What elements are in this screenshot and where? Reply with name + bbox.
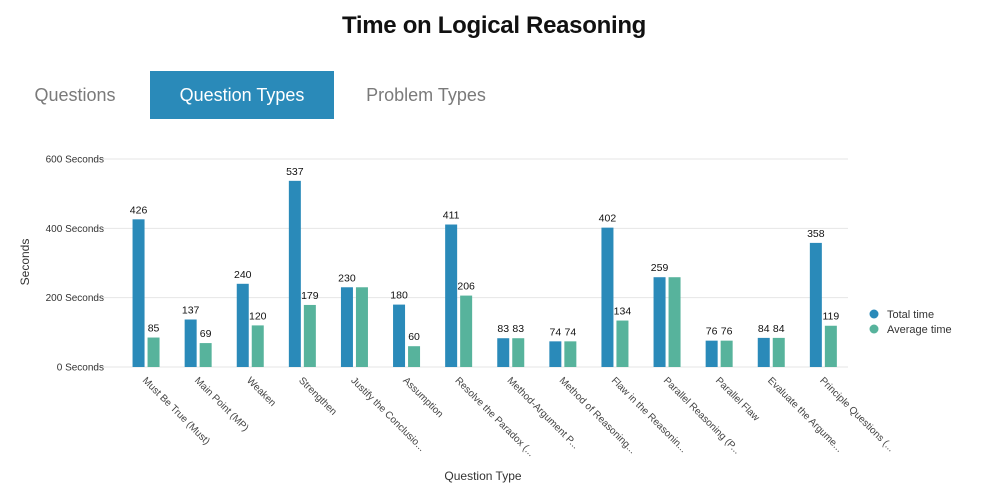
data-label: 119 [822,311,839,323]
bar-total-time[interactable] [809,242,822,367]
x-category-label: Weaken [244,375,278,409]
data-label: 240 [234,269,252,281]
bar-average-time[interactable] [720,340,733,367]
data-label: 206 [457,281,475,293]
data-label: 137 [182,305,200,317]
data-label: 85 [148,323,160,335]
x-category-label: Strengthen [296,375,338,417]
data-label: 76 [721,326,733,338]
y-tick-label: 600 Seconds [46,155,104,166]
y-tick-label: 200 Seconds [46,293,104,304]
data-label: 84 [773,323,785,335]
data-label: 537 [286,166,304,178]
data-label: 74 [565,326,577,338]
bars [132,180,837,367]
bar-average-time[interactable] [564,341,577,367]
data-label: 83 [497,323,509,335]
bar-average-time[interactable] [199,343,212,367]
bar-total-time[interactable] [445,224,458,367]
data-label: 134 [614,306,632,318]
tab-questions[interactable]: Questions [34,85,116,105]
data-label: 426 [130,204,148,216]
data-label: 76 [706,326,718,338]
bar-average-time[interactable] [303,304,316,367]
bar-total-time[interactable] [340,287,353,367]
data-label: 180 [390,290,408,302]
data-label: 84 [758,323,770,335]
data-label: 358 [807,228,825,240]
bar-average-time[interactable] [408,346,421,367]
bar-total-time[interactable] [653,277,666,367]
legend-label[interactable]: Average time [887,324,952,336]
bar-total-time[interactable] [757,337,770,367]
y-axis-title: Seconds [18,239,32,286]
bar-total-time[interactable] [393,304,406,367]
x-category-label: Assumption [400,375,445,420]
bar-total-time[interactable] [132,219,145,367]
data-label: 230 [338,272,356,284]
bar-average-time[interactable] [824,325,837,367]
bar-total-time[interactable] [184,319,197,367]
tab-problem-types[interactable]: Problem Types [366,85,486,105]
bar-total-time[interactable] [601,227,614,367]
tab-question-types[interactable]: Question Types [150,71,334,119]
legend-label[interactable]: Total time [887,309,934,321]
page-title: Time on Logical Reasoning [341,12,647,39]
bar-average-time[interactable] [616,320,629,367]
y-tick-label: 400 Seconds [46,224,104,235]
data-label: 179 [301,290,319,302]
data-label: 402 [599,213,617,225]
bar-total-time[interactable] [288,180,301,367]
x-axis-title: Question Type [444,469,521,483]
bar-average-time[interactable] [668,277,681,367]
bar-total-time[interactable] [705,340,718,367]
x-category-label: Parallel Flaw [713,375,762,424]
bar-average-time[interactable] [512,338,525,367]
y-axis-ticks: 0 Seconds 200 Seconds 400 Seconds 600 Secon… [46,155,104,374]
bar-total-time[interactable] [497,338,510,367]
bar-average-time[interactable] [772,337,785,367]
data-label: 411 [443,210,460,222]
legend-marker-total [869,309,879,319]
y-tick-label: 0 Seconds [57,363,104,374]
data-label: 83 [512,323,524,335]
data-label: 74 [550,326,562,338]
bar-average-time[interactable] [147,337,160,367]
bar-total-time[interactable] [236,283,249,367]
data-label: 69 [200,328,212,340]
data-label: 259 [651,262,669,274]
bar-average-time[interactable] [251,325,264,367]
x-category-label: Main Point (MP) [192,375,250,433]
data-label: 60 [408,331,420,343]
legend-marker-average [869,324,879,334]
data-label: 120 [249,310,267,322]
bar-average-time[interactable] [460,295,473,367]
bar-average-time[interactable] [355,287,368,367]
bar-total-time[interactable] [549,341,562,367]
x-axis-categories: Must Be True (Must)Main Point (MP)Weaken… [140,375,896,459]
legend: Total time Average time [869,309,952,336]
